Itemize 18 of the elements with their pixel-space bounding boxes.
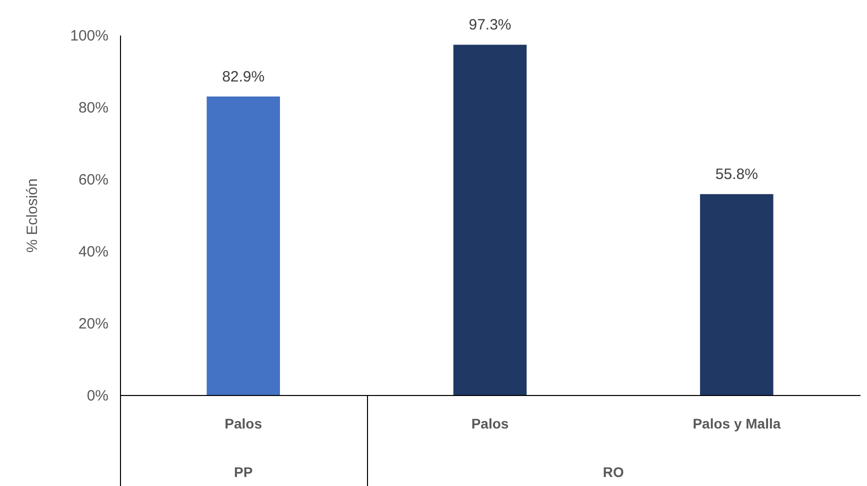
text: RO bbox=[602, 464, 624, 480]
x-tick-label: Palos bbox=[224, 416, 262, 432]
y-tick-label: 80% bbox=[78, 100, 108, 116]
data-label: 97.3% bbox=[468, 16, 512, 34]
y-tick-label: 20% bbox=[78, 316, 108, 332]
y-axis-title: % Eclosión bbox=[24, 178, 42, 253]
x-tick-label: Palos y Malla bbox=[692, 416, 781, 432]
bar bbox=[453, 44, 527, 395]
text: PP bbox=[234, 464, 253, 480]
y-tick-label: 60% bbox=[78, 172, 108, 188]
data-label: 55.8% bbox=[715, 166, 758, 184]
y-tick-label: 100% bbox=[70, 28, 108, 44]
data-label: 82.9% bbox=[222, 68, 265, 86]
bar bbox=[206, 96, 280, 395]
bar bbox=[700, 194, 774, 395]
y-tick-label: 40% bbox=[78, 244, 108, 260]
y-tick-label: 0% bbox=[86, 388, 108, 404]
x-tick-label: Palos bbox=[471, 416, 509, 432]
